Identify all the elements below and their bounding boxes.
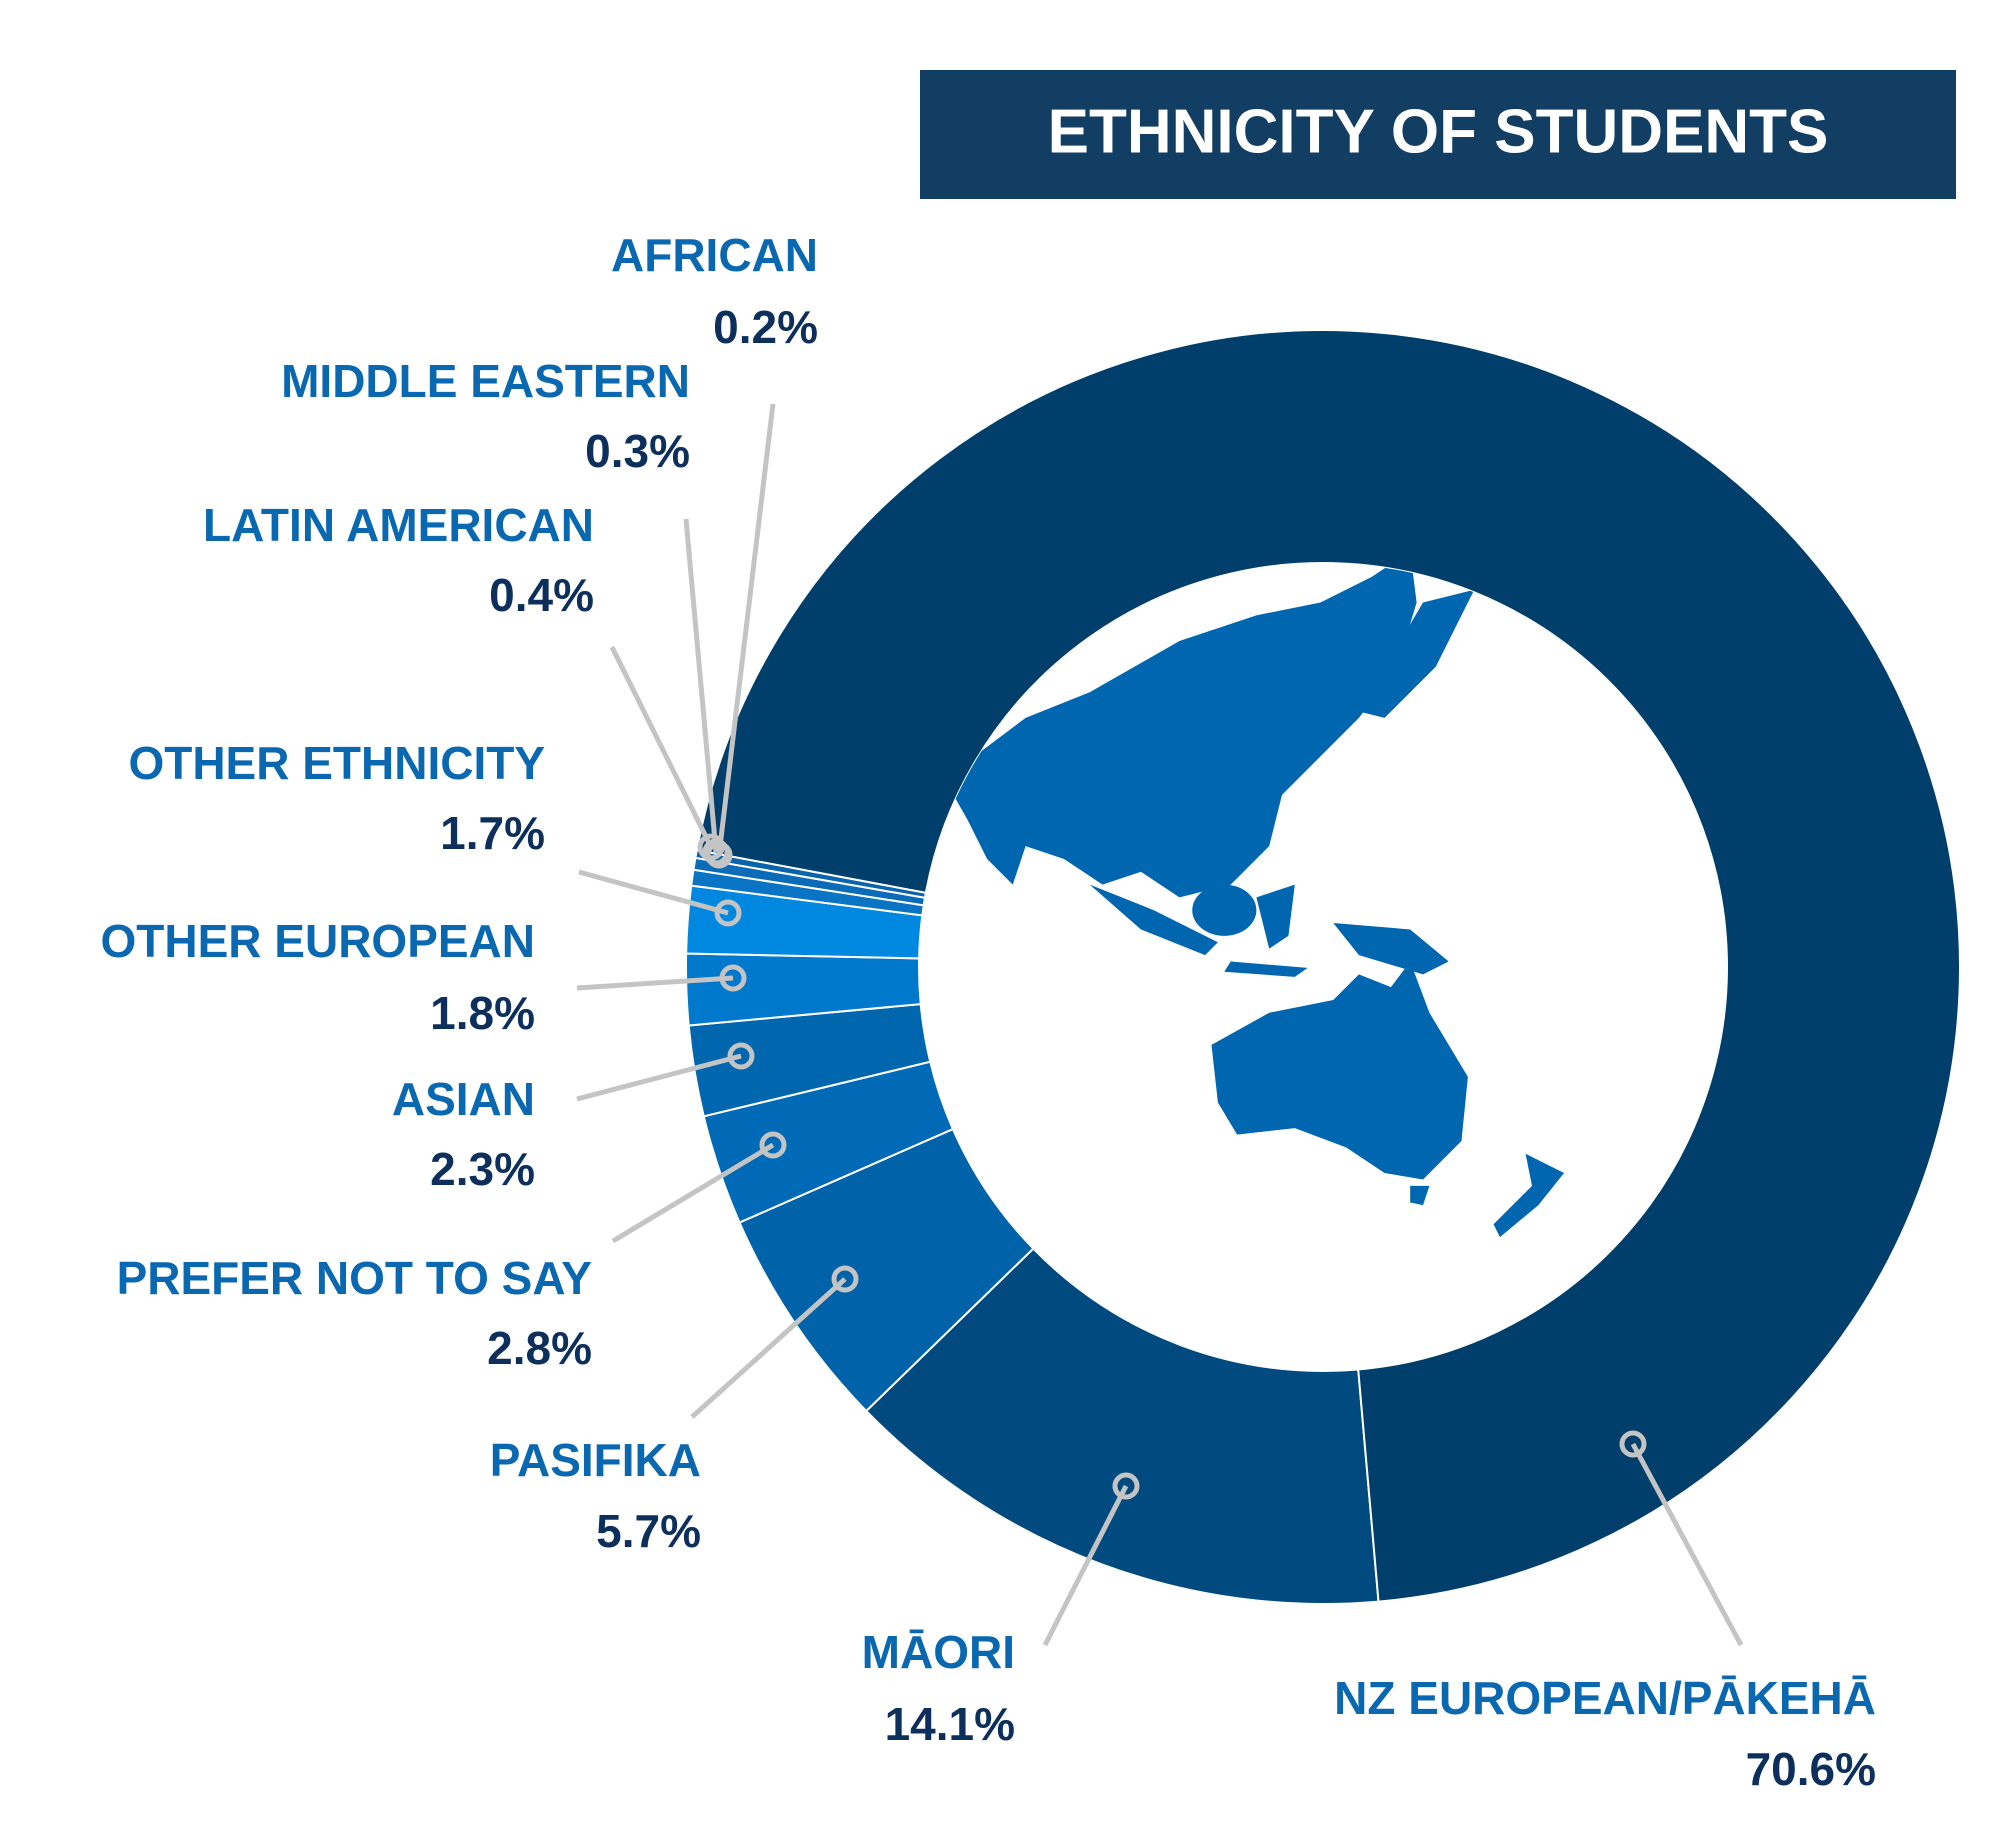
category-label: NZ EUROPEAN/PĀKEHĀ [1334, 1672, 1876, 1724]
category-label: ASIAN [392, 1073, 535, 1125]
value-label: 0.2% [713, 301, 818, 353]
leader-line [576, 1053, 742, 1102]
value-label: 0.4% [489, 569, 594, 621]
category-label: MIDDLE EASTERN [281, 355, 690, 407]
leader-dot [759, 1131, 787, 1159]
category-label: PASIFIKA [490, 1434, 701, 1486]
leader-line [578, 869, 729, 916]
value-label: 5.7% [596, 1505, 701, 1557]
title-box [920, 70, 1956, 199]
leader-dot [1619, 1430, 1647, 1458]
leader-dot [705, 841, 733, 869]
category-label: PREFER NOT TO SAY [117, 1252, 592, 1304]
leader-dot [719, 964, 747, 992]
leader-line [1630, 1442, 1744, 1647]
value-label: 0.3% [585, 425, 690, 477]
leader-line [611, 1142, 775, 1244]
leader-dot [1112, 1472, 1140, 1500]
category-label: AFRICAN [611, 229, 818, 281]
leader-dot [831, 1265, 859, 1293]
value-label: 1.8% [430, 987, 535, 1039]
category-label: MĀORI [862, 1626, 1015, 1678]
value-label: 2.8% [487, 1322, 592, 1374]
value-label: 1.7% [440, 807, 545, 859]
labels: MĀORI 14.1% PASIFIKA 5.7% PREFER NOT TO SAY 2… [101, 229, 1876, 1795]
value-label: 14.1% [885, 1698, 1015, 1750]
leader-line [609, 645, 714, 849]
category-label: LATIN AMERICAN [203, 499, 594, 551]
leader-dot [727, 1042, 755, 1070]
leader-line [683, 518, 719, 853]
category-label: OTHER EUROPEAN [101, 915, 535, 967]
value-label: 70.6% [1746, 1743, 1876, 1795]
category-label: OTHER ETHNICITY [128, 737, 545, 789]
leader-line [576, 975, 734, 991]
value-label: 2.3% [430, 1143, 535, 1195]
globe [919, 563, 1727, 1371]
leader-dot [714, 899, 742, 927]
leader-line [1042, 1484, 1129, 1647]
chart-title: ETHNICITY OF STUDENTS [1048, 97, 1829, 166]
leader-line [690, 1277, 847, 1419]
leader-line [716, 403, 776, 856]
